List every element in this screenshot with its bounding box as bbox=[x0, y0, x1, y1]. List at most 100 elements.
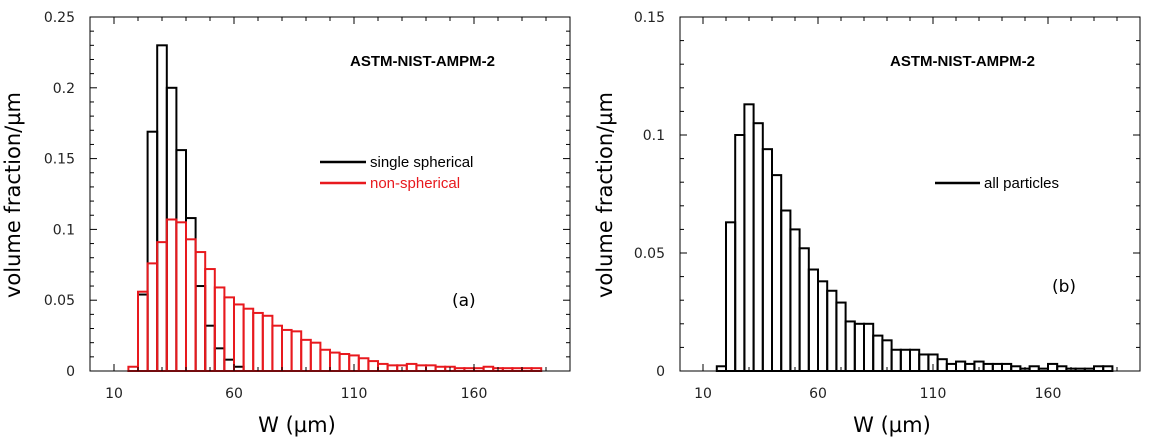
histogram-bar-b-series-0-bin-124 bbox=[964, 362, 976, 373]
histogram-bar-a-series-0-bin-20 bbox=[137, 293, 149, 373]
x-tick-label-b-110: 110 bbox=[920, 386, 947, 402]
histogram-bar-b-series-0-bin-64 bbox=[826, 289, 838, 373]
histogram-bar-a-series-1-bin-136 bbox=[415, 364, 427, 372]
histogram-bar-a-series-1-bin-36 bbox=[175, 221, 187, 372]
histogram-bar-a-series-0-bin-32 bbox=[165, 86, 178, 373]
histogram-bar-b-series-0-bin-24 bbox=[734, 134, 746, 372]
histogram-bar-a-series-1-bin-72 bbox=[261, 314, 274, 372]
histogram-bar-a-series-1-bin-44 bbox=[194, 251, 207, 372]
histogram-bar-a-series-1-bin-16 bbox=[127, 365, 139, 372]
histogram-bar-b-series-0-bin-104 bbox=[918, 353, 930, 373]
histogram-bar-a-series-0-bin-36 bbox=[175, 149, 187, 372]
histogram-bar-b-series-0-bin-44 bbox=[780, 209, 792, 372]
histogram-bar-b-series-0-bin-76 bbox=[853, 322, 865, 372]
histogram-bar-b-series-0-bin-88 bbox=[881, 339, 893, 373]
panel-a-xlabel: W (µm) bbox=[258, 413, 336, 437]
histogram-bar-b-series-0-bin-92 bbox=[890, 348, 902, 373]
y-tick-label-a-1: 0.05 bbox=[44, 293, 75, 309]
histogram-bar-b-series-0-bin-52 bbox=[798, 247, 810, 372]
histogram-bar-b-series-0-bin-184 bbox=[1102, 365, 1114, 372]
histogram-bar-b-series-0-bin-20 bbox=[725, 221, 737, 372]
panel-b-bars bbox=[715, 103, 1114, 373]
histogram-bar-a-series-1-bin-80 bbox=[281, 328, 293, 373]
y-tick-label-b-1: 0.05 bbox=[634, 246, 665, 262]
y-tick-label-b-0: 0 bbox=[656, 364, 665, 380]
panel-a: 10 60 110 160 0 0.05 0.1 0.15 0.2 0.25 ASTM-NIST-… bbox=[1, 10, 571, 437]
panel-b-legend: all particles bbox=[935, 175, 1059, 192]
histogram-bar-b-series-0-bin-40 bbox=[771, 174, 783, 372]
legend-label-single-spherical: single spherical bbox=[370, 154, 473, 171]
histogram-bar-b-series-0-bin-160 bbox=[1047, 362, 1059, 373]
histogram-bar-b-series-0-bin-164 bbox=[1056, 365, 1068, 372]
x-tick-label-a-110: 110 bbox=[341, 386, 368, 402]
histogram-bar-b-series-0-bin-152 bbox=[1028, 365, 1040, 372]
histogram-bar-a-series-1-bin-100 bbox=[329, 351, 341, 372]
histogram-bar-b-series-0-bin-116 bbox=[945, 362, 957, 373]
histogram-bar-b-series-0-bin-28 bbox=[743, 103, 755, 372]
histogram-bar-a-series-1-bin-32 bbox=[165, 218, 178, 372]
histogram-bar-a-series-1-bin-124 bbox=[386, 364, 399, 372]
histogram-bar-a-series-1-bin-140 bbox=[425, 364, 437, 372]
histogram-bar-a-series-1-bin-28 bbox=[156, 241, 168, 372]
histogram-bar-a-series-0-bin-24 bbox=[146, 130, 159, 372]
panel-a-legend: single spherical non-spherical bbox=[320, 154, 473, 192]
histogram-bar-a-series-1-bin-116 bbox=[367, 360, 379, 372]
histogram-bar-a-series-1-bin-88 bbox=[300, 338, 312, 373]
x-tick-label-a-160: 160 bbox=[461, 386, 488, 402]
panel-a-ylabel: volume fraction/µm bbox=[1, 92, 25, 298]
y-tick-label-a-0: 0 bbox=[66, 364, 75, 380]
panel-b-ylabel: volume fraction/µm bbox=[593, 92, 617, 298]
panel-a-label: (a) bbox=[452, 291, 476, 311]
y-tick-label-b-2: 0.1 bbox=[643, 128, 665, 144]
histogram-bar-a-series-1-bin-120 bbox=[377, 362, 389, 373]
histogram-bar-a-series-1-bin-60 bbox=[233, 303, 245, 373]
histogram-bar-a-series-1-bin-112 bbox=[357, 357, 370, 373]
histogram-bar-b-series-0-bin-48 bbox=[789, 228, 801, 372]
histogram-bar-b-series-0-bin-144 bbox=[1010, 365, 1022, 372]
histogram-bar-b-series-0-bin-100 bbox=[909, 348, 921, 373]
histogram-bar-b-series-0-bin-112 bbox=[936, 358, 948, 373]
histogram-bar-a-series-1-bin-164 bbox=[482, 365, 495, 372]
histogram-bar-b-series-0-bin-60 bbox=[817, 280, 829, 373]
panel-b-title: ASTM-NIST-AMPM-2 bbox=[890, 53, 1035, 70]
x-tick-label-b-60: 60 bbox=[809, 386, 827, 402]
y-tick-label-a-4: 0.2 bbox=[53, 81, 75, 97]
panel-a-plot-frame bbox=[89, 16, 571, 372]
histogram-bar-a-series-1-bin-64 bbox=[242, 307, 255, 373]
histogram-bar-b-series-0-bin-180 bbox=[1093, 365, 1105, 372]
histogram-bar-a-series-1-bin-52 bbox=[213, 286, 226, 372]
histogram-bar-b-series-0-bin-16 bbox=[715, 365, 727, 372]
histogram-bar-b-series-0-bin-140 bbox=[1001, 362, 1013, 373]
histogram-bar-a-series-0-bin-28 bbox=[156, 44, 168, 372]
histogram-bar-b-series-0-bin-132 bbox=[982, 362, 994, 373]
y-tick-label-a-2: 0.1 bbox=[53, 222, 75, 238]
histogram-bar-a-series-1-bin-24 bbox=[146, 262, 159, 373]
histogram-bar-b-series-0-bin-84 bbox=[872, 334, 884, 373]
histogram-bar-b-series-0-bin-120 bbox=[955, 360, 967, 372]
panel-a-ticks: 10 60 110 160 0 0.05 0.1 0.15 0.2 0.25 bbox=[44, 10, 570, 402]
panel-b-plot-frame bbox=[679, 16, 1141, 372]
y-tick-label-a-3: 0.15 bbox=[44, 152, 75, 168]
panel-b-label: (b) bbox=[1052, 277, 1076, 297]
legend-label-non-spherical: non-spherical bbox=[370, 175, 460, 192]
histogram-bar-b-series-0-bin-68 bbox=[835, 301, 847, 372]
histogram-bar-a-series-0-bin-52 bbox=[213, 347, 226, 372]
histogram-bar-b-series-0-bin-80 bbox=[863, 322, 875, 372]
panel-b-xlabel: W (µm) bbox=[853, 413, 931, 437]
histogram-bar-a-series-0-bin-40 bbox=[185, 217, 197, 372]
histogram-bar-a-series-1-bin-48 bbox=[204, 268, 216, 372]
histogram-bar-a-series-0-bin-44 bbox=[194, 285, 207, 373]
histogram-bar-b-series-0-bin-96 bbox=[899, 348, 911, 373]
histogram-bar-a-series-1-bin-104 bbox=[338, 353, 351, 373]
histogram-bar-a-series-1-bin-68 bbox=[252, 311, 264, 373]
histogram-bar-b-series-0-bin-36 bbox=[761, 148, 773, 372]
histogram-bar-b-series-0-bin-72 bbox=[844, 320, 856, 373]
panel-a-bars bbox=[127, 44, 543, 373]
histogram-bar-b-series-0-bin-136 bbox=[991, 362, 1003, 373]
histogram-bar-a-series-0-bin-48 bbox=[204, 324, 216, 373]
histogram-bar-a-series-1-bin-92 bbox=[309, 341, 322, 372]
histogram-bar-a-series-1-bin-40 bbox=[185, 238, 197, 372]
histogram-bar-a-series-1-bin-20 bbox=[137, 290, 149, 373]
histogram-bar-a-series-1-bin-84 bbox=[290, 330, 303, 373]
